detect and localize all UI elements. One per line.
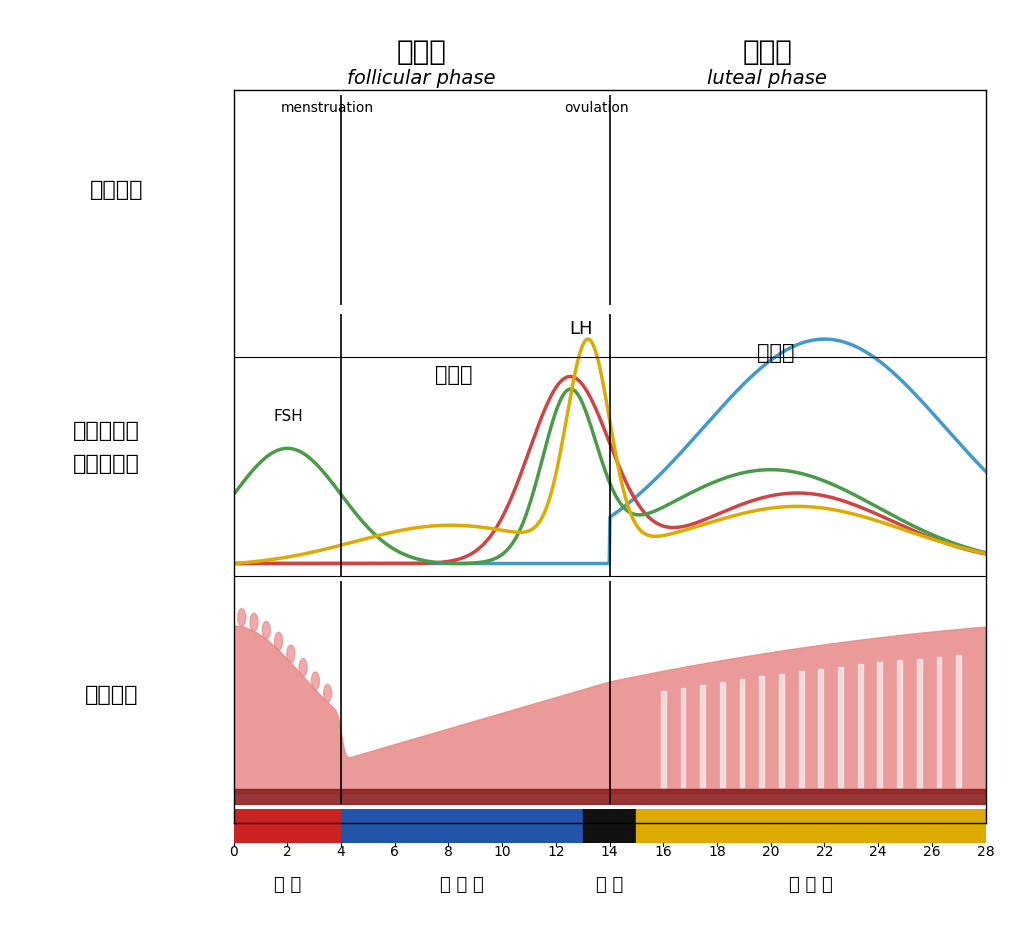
Text: 黃 體 期: 黃 體 期 xyxy=(789,877,833,894)
Text: 22: 22 xyxy=(816,845,833,859)
Bar xyxy=(583,809,636,843)
Text: LH: LH xyxy=(569,320,592,338)
Polygon shape xyxy=(858,664,863,786)
Bar xyxy=(636,809,986,843)
Text: 濾泡期: 濾泡期 xyxy=(396,38,447,67)
Text: 內膜週期: 內膜週期 xyxy=(85,684,138,705)
Polygon shape xyxy=(324,684,331,703)
Text: 8: 8 xyxy=(444,845,453,859)
Polygon shape xyxy=(779,674,784,786)
Polygon shape xyxy=(262,622,270,639)
Text: 黃體期: 黃體期 xyxy=(742,38,792,67)
Text: 24: 24 xyxy=(870,845,887,859)
Bar xyxy=(341,809,583,843)
Text: 16: 16 xyxy=(654,845,673,859)
Text: follicular phase: follicular phase xyxy=(347,69,496,88)
Polygon shape xyxy=(838,666,843,786)
Polygon shape xyxy=(759,676,764,786)
Polygon shape xyxy=(274,632,282,650)
Polygon shape xyxy=(238,608,246,626)
Polygon shape xyxy=(299,659,307,677)
Text: 雌激素: 雌激素 xyxy=(435,366,472,386)
Text: 10: 10 xyxy=(494,845,511,859)
Polygon shape xyxy=(956,655,961,786)
Text: 18: 18 xyxy=(708,845,725,859)
Text: 濾泡生長: 濾泡生長 xyxy=(90,180,143,201)
Polygon shape xyxy=(700,684,705,786)
Polygon shape xyxy=(740,679,745,786)
Polygon shape xyxy=(819,668,823,786)
Text: 6: 6 xyxy=(390,845,399,859)
Text: 濾 泡 期: 濾 泡 期 xyxy=(440,877,484,894)
Text: 2: 2 xyxy=(283,845,292,859)
Polygon shape xyxy=(720,682,724,786)
Polygon shape xyxy=(937,657,942,786)
Text: ovulation: ovulation xyxy=(564,101,629,115)
Text: menstruation: menstruation xyxy=(281,101,374,115)
Polygon shape xyxy=(660,691,665,786)
Text: luteal phase: luteal phase xyxy=(707,69,827,88)
Text: 月 經: 月 經 xyxy=(273,877,301,894)
Polygon shape xyxy=(916,659,922,786)
Bar xyxy=(234,809,341,843)
Polygon shape xyxy=(312,672,319,690)
Text: 12: 12 xyxy=(547,845,565,859)
Polygon shape xyxy=(897,661,902,786)
Text: 26: 26 xyxy=(923,845,941,859)
Text: 黃體素: 黃體素 xyxy=(757,343,795,363)
Text: FSH: FSH xyxy=(274,409,304,425)
Polygon shape xyxy=(250,613,258,631)
Polygon shape xyxy=(878,663,882,786)
Text: 4: 4 xyxy=(336,845,345,859)
Text: 腦下垂體及
卵巢賀爾蒙: 腦下垂體及 卵巢賀爾蒙 xyxy=(73,421,140,474)
Text: 28: 28 xyxy=(976,845,995,859)
Polygon shape xyxy=(681,687,686,786)
Text: 14: 14 xyxy=(600,845,619,859)
Polygon shape xyxy=(287,645,295,663)
Text: 0: 0 xyxy=(230,845,238,859)
Text: 排 卵: 排 卵 xyxy=(596,877,623,894)
Text: 20: 20 xyxy=(762,845,779,859)
Polygon shape xyxy=(799,671,804,786)
